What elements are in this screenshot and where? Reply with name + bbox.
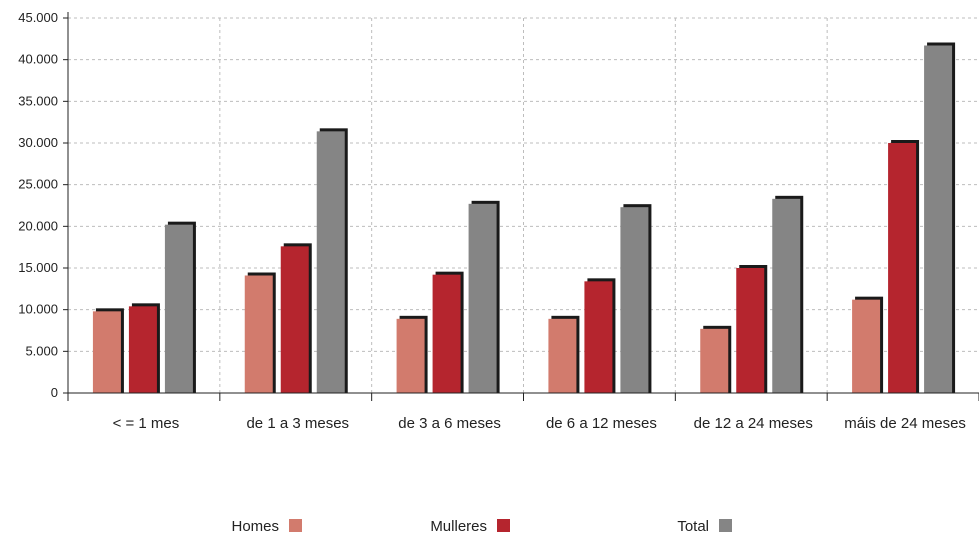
x-tick-label: de 6 a 12 meses — [546, 415, 657, 432]
bar-total — [924, 45, 953, 393]
bar-mulleres — [128, 306, 157, 393]
y-tick-label: 5.000 — [25, 343, 58, 358]
y-tick-labels: 0 5.000 10.000 15.000 20.000 25.000 30.000 35.0… — [18, 10, 58, 400]
y-tick-label: 30.000 — [18, 135, 58, 150]
bar-homes — [548, 318, 577, 393]
legend: Homes Mulleres Total — [231, 518, 732, 535]
bar-homes — [700, 328, 729, 393]
y-tick-label: 40.000 — [18, 52, 58, 67]
x-tick-label: máis de 24 meses — [844, 415, 966, 432]
legend-swatch — [497, 519, 510, 532]
y-tick-label: 25.000 — [18, 177, 58, 192]
y-tick-label: 45.000 — [18, 10, 58, 25]
bar-mulleres — [736, 268, 765, 393]
grid-lines — [68, 17, 979, 393]
legend-swatch — [719, 519, 732, 532]
y-tick-label: 15.000 — [18, 260, 58, 275]
bars — [92, 42, 956, 394]
y-tick-label: 20.000 — [18, 218, 58, 233]
y-tick-label: 10.000 — [18, 302, 58, 317]
bar-mulleres — [888, 143, 917, 393]
legend-swatch — [289, 519, 302, 532]
bar-total — [164, 224, 193, 393]
x-tick-label: de 1 a 3 meses — [246, 415, 349, 432]
bar-mulleres — [584, 281, 613, 393]
legend-label: Mulleres — [430, 518, 487, 535]
x-tick-label: < = 1 mes — [113, 415, 180, 432]
bar-total — [468, 203, 497, 393]
bar-homes — [396, 318, 425, 393]
y-tick-label: 35.000 — [18, 93, 58, 108]
bar-total — [316, 131, 345, 394]
bar-homes — [92, 311, 121, 393]
bar-total — [620, 207, 649, 393]
axes — [63, 12, 979, 401]
legend-label: Total — [677, 518, 709, 535]
legend-label: Homes — [231, 518, 279, 535]
bar-mulleres — [280, 246, 309, 393]
x-tick-label: de 3 a 6 meses — [398, 415, 501, 432]
y-tick-label: 0 — [51, 385, 58, 400]
bar-total — [772, 198, 801, 393]
x-tick-label: de 12 a 24 meses — [694, 415, 813, 432]
bar-homes — [852, 299, 881, 393]
bar-homes — [244, 275, 273, 393]
x-tick-labels: < = 1 mes de 1 a 3 meses de 3 a 6 meses de … — [113, 415, 966, 432]
bar-mulleres — [432, 274, 461, 393]
